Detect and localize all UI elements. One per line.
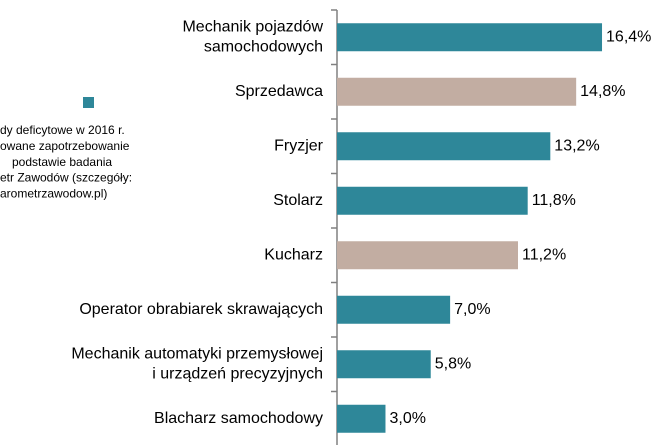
legend-text: dy deficytowe w 2016 r. [0,123,125,137]
category-label: Mechanik pojazdów samochodowych [182,18,323,55]
bar [337,295,451,324]
legend-text: podstawie badania [12,155,112,169]
value-label: 11,2% [522,246,566,263]
legend-text: arometrzawodow.pl) [0,186,107,200]
bar [337,132,551,161]
value-label: 16,4% [606,28,651,45]
value-label: 3,0% [389,410,425,427]
category-label: Operator obrabiarek skrawających [79,301,323,318]
legend-swatch [83,97,94,108]
category-label: Sprzedawca [235,83,323,100]
value-label: 5,8% [435,355,471,372]
category-label: Stolarz [273,192,323,209]
value-label: 7,0% [454,301,490,318]
category-label: Kucharz [264,246,323,263]
bar [337,186,528,215]
bar [337,404,386,433]
bar [337,350,431,379]
category-label: Fryzjer [274,137,324,154]
bar [337,241,518,270]
value-label: 11,8% [532,192,576,209]
legend-text: owane zapotrzebowanie [0,139,130,153]
bar [337,23,603,52]
category-label: Mechanik automatyki przemysłowej i urządz… [71,345,323,382]
category-label: Blacharz samochodowy [154,410,323,427]
legend-text: etr Zawodów (szczegóły: [0,171,132,185]
value-label: 14,8% [580,83,625,100]
value-label: 13,2% [554,137,599,154]
bar [337,77,577,106]
